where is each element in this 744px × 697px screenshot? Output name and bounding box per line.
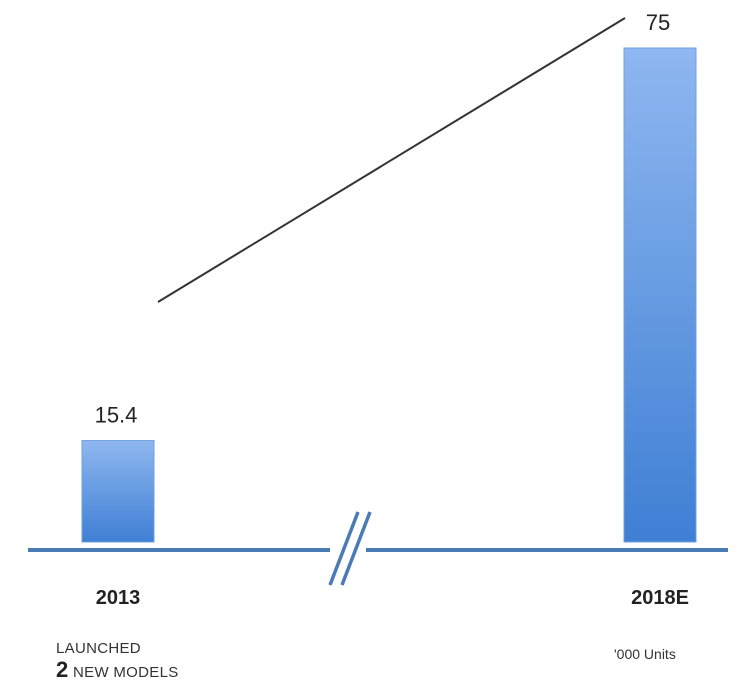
unit-note: '000 Units [614,646,676,662]
new-models-line: 2 NEW MODELS [56,657,179,683]
value-label-2013: 15.4 [95,403,138,428]
value-label-2018e: 75 [646,10,670,35]
trend-line [157,17,626,303]
bar-2018e [623,47,697,543]
category-label-2018e: 2018E [631,587,689,609]
bar-2013 [81,440,155,543]
axis-break-marker [328,511,372,586]
launched-label: LAUNCHED [56,640,141,657]
new-models-label: NEW MODELS [73,664,179,681]
launched-models-note: LAUNCHED 2 NEW MODELS [56,640,179,683]
category-label-2013: 2013 [96,587,141,609]
new-models-count: 2 [56,657,69,682]
